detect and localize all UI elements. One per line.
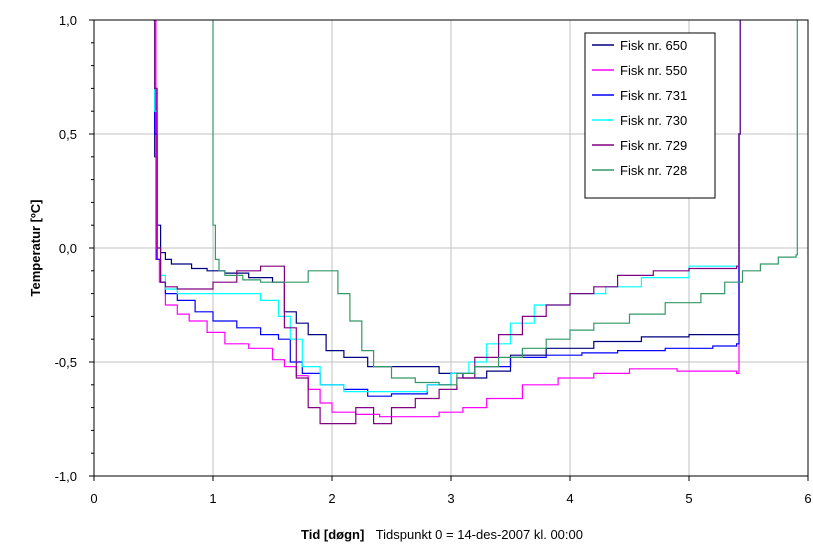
y-tick-label: -0,5 xyxy=(55,355,77,370)
legend: Fisk nr. 650 Fisk nr. 550 Fisk nr. 731 Fisk… xyxy=(584,32,716,199)
legend-entry-label: Fisk nr. 731 xyxy=(620,88,687,103)
y-tick-label: 0,5 xyxy=(59,127,77,142)
x-tick-label: 2 xyxy=(328,491,335,506)
legend-entry-label: Fisk nr. 650 xyxy=(620,38,687,53)
series-line-2 xyxy=(153,20,741,418)
x-tick-label: 1 xyxy=(209,491,216,506)
x-tick-label: 5 xyxy=(685,491,692,506)
x-axis-label-note: Tidspunkt 0 = 14-des-2007 kl. 00:00 xyxy=(376,527,583,542)
legend-entry-label: Fisk nr. 730 xyxy=(620,113,687,128)
x-axis-label: Tid [døgn] Tidspunkt 0 = 14-des-2007 kl.… xyxy=(301,527,583,542)
axis-ticks xyxy=(89,19,809,481)
legend-entry-label: Fisk nr. 729 xyxy=(620,138,687,153)
x-tick-label: 0 xyxy=(90,491,97,506)
x-tick-label: 4 xyxy=(566,491,573,506)
x-tick-label: 3 xyxy=(447,491,454,506)
x-axis-label-bold: Tid [døgn] xyxy=(301,527,364,542)
y-tick-label: 1,0 xyxy=(59,13,77,28)
legend-entry-label: Fisk nr. 728 xyxy=(620,163,687,178)
y-axis-label: Temperatur [ºC] xyxy=(28,200,43,297)
series-line-6 xyxy=(212,20,798,386)
y-tick-label: -1,0 xyxy=(55,469,77,484)
axis-tick-labels: 0 1 2 3 4 5 6 -1,0 -0,5 0,0 0,5 1,0 xyxy=(55,13,812,506)
y-tick-label: 0,0 xyxy=(59,241,77,256)
x-tick-label: 6 xyxy=(804,491,811,506)
data-series xyxy=(153,20,798,425)
series-line-5 xyxy=(153,20,741,425)
legend-entry-label: Fisk nr. 550 xyxy=(620,63,687,78)
series-line-1 xyxy=(153,20,741,379)
